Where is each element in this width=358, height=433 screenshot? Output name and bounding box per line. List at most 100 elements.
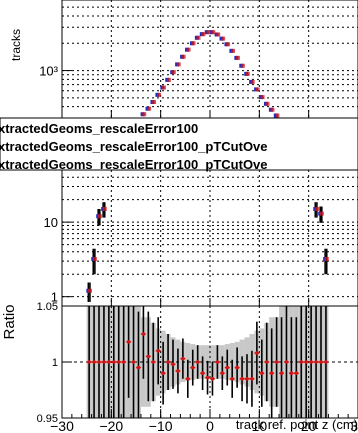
data-point: [152, 100, 157, 105]
data-point: [142, 112, 147, 117]
data-point: [226, 42, 231, 47]
data-point: [284, 360, 289, 364]
data-point: [97, 214, 102, 219]
data-point: [190, 365, 195, 370]
data-point: [141, 332, 146, 336]
data-point: [176, 62, 181, 67]
data-point: [235, 365, 239, 370]
data-point: [161, 85, 166, 90]
y-tick-label: 1: [51, 290, 58, 305]
data-point: [309, 360, 313, 364]
data-point: [116, 360, 121, 364]
data-point: [157, 92, 161, 97]
data-point: [92, 257, 97, 262]
data-point: [274, 360, 279, 364]
data-point: [269, 371, 274, 376]
data-point: [151, 360, 156, 364]
data-point: [136, 365, 141, 370]
data-point: [97, 360, 101, 364]
data-point: [171, 70, 176, 75]
data-point: [181, 54, 186, 59]
top-y-tick-labels: 10³: [39, 64, 58, 79]
data-point: [186, 377, 190, 381]
y-tick-label: 1: [52, 357, 58, 369]
data-point: [235, 55, 240, 60]
data-point: [220, 371, 225, 376]
data-point: [240, 377, 244, 381]
legend-entry: xtractedGeoms_rescaleError100: [0, 121, 198, 136]
legend-entry: xtractedGeoms_rescaleError100_pTCutOve: [0, 139, 268, 154]
data-point: [260, 371, 264, 376]
data-point: [87, 288, 92, 293]
data-point: [231, 48, 235, 53]
data-point: [260, 95, 265, 100]
data-point: [181, 356, 185, 361]
x-tick-label: 20: [301, 418, 317, 433]
data-point: [126, 340, 131, 344]
data-point: [216, 32, 221, 37]
data-point: [186, 47, 191, 52]
data-point: [319, 211, 324, 216]
data-point: [131, 360, 136, 364]
legend-entry: xtractedGeoms_rescaleError100_pTCutOve: [0, 157, 268, 172]
top-panel-ticks: [61, 70, 358, 118]
data-point: [191, 41, 196, 46]
data-point: [215, 360, 220, 364]
data-point: [270, 107, 275, 112]
x-tick-labels: −30 −20 −10 0 10 20 30: [50, 418, 358, 433]
data-point: [171, 362, 175, 367]
data-point: [294, 371, 299, 376]
data-point: [319, 360, 323, 364]
ratio-panel-ticks: [61, 305, 358, 419]
top-panel: tracks 10³: [9, 0, 358, 119]
x-axis-label: track ref. point z (cm): [236, 417, 358, 432]
data-point: [289, 371, 294, 376]
x-tick-label: 10: [252, 418, 268, 433]
data-point: [196, 35, 201, 40]
data-point: [176, 369, 180, 373]
data-point: [314, 206, 319, 211]
data-point: [314, 360, 318, 364]
x-tick-label: −20: [99, 418, 123, 433]
top-panel-points: [140, 30, 280, 118]
data-point: [206, 30, 211, 35]
data-point: [304, 360, 309, 364]
data-point: [200, 371, 205, 376]
ratio-panel: 0.95 1 1.05 −30 −20 −10 0 10 20 30 Ratio track r…: [1, 301, 358, 433]
top-y-axis-label: tracks: [9, 29, 23, 61]
y-tick-label: 1.05: [37, 301, 58, 313]
data-point: [225, 365, 230, 370]
data-point: [265, 101, 270, 106]
middle-y-tick-labels: 1 10: [44, 215, 58, 305]
data-point: [250, 377, 254, 381]
legend-box: [0, 117, 358, 171]
data-point: [240, 63, 245, 68]
data-point: [255, 351, 259, 355]
middle-panel-ticks: [61, 221, 358, 306]
data-point: [161, 371, 165, 376]
x-tick-label: −30: [50, 418, 74, 433]
data-point: [195, 360, 200, 364]
data-point: [264, 360, 269, 364]
data-point: [255, 87, 260, 92]
middle-panel-grid: [62, 169, 358, 306]
data-point: [299, 360, 304, 364]
data-point: [146, 354, 151, 359]
data-point: [102, 206, 107, 211]
middle-panel: 1 10: [44, 169, 358, 307]
ratio-points: [86, 332, 329, 381]
data-point: [324, 360, 328, 364]
data-point: [324, 257, 329, 262]
data-point: [107, 360, 111, 364]
data-point: [147, 106, 152, 111]
y-tick-label: 10³: [39, 64, 58, 79]
ratio-y-tick-labels: 0.95 1 1.05: [37, 301, 58, 425]
data-point: [102, 360, 106, 364]
data-point: [250, 79, 255, 84]
data-point: [166, 360, 170, 364]
data-point: [210, 377, 215, 381]
legend: xtractedGeoms_rescaleError100 xtractedGe…: [0, 117, 358, 172]
data-point: [275, 113, 280, 118]
data-point: [230, 377, 234, 381]
